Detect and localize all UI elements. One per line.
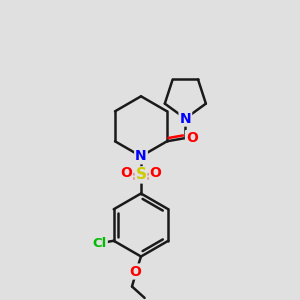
Text: S: S: [136, 167, 146, 182]
Text: N: N: [179, 112, 191, 126]
Text: O: O: [129, 265, 141, 278]
Text: O: O: [149, 167, 161, 180]
Text: N: N: [135, 149, 147, 163]
Text: O: O: [121, 167, 133, 180]
Text: O: O: [186, 131, 198, 145]
Text: Cl: Cl: [93, 237, 107, 250]
